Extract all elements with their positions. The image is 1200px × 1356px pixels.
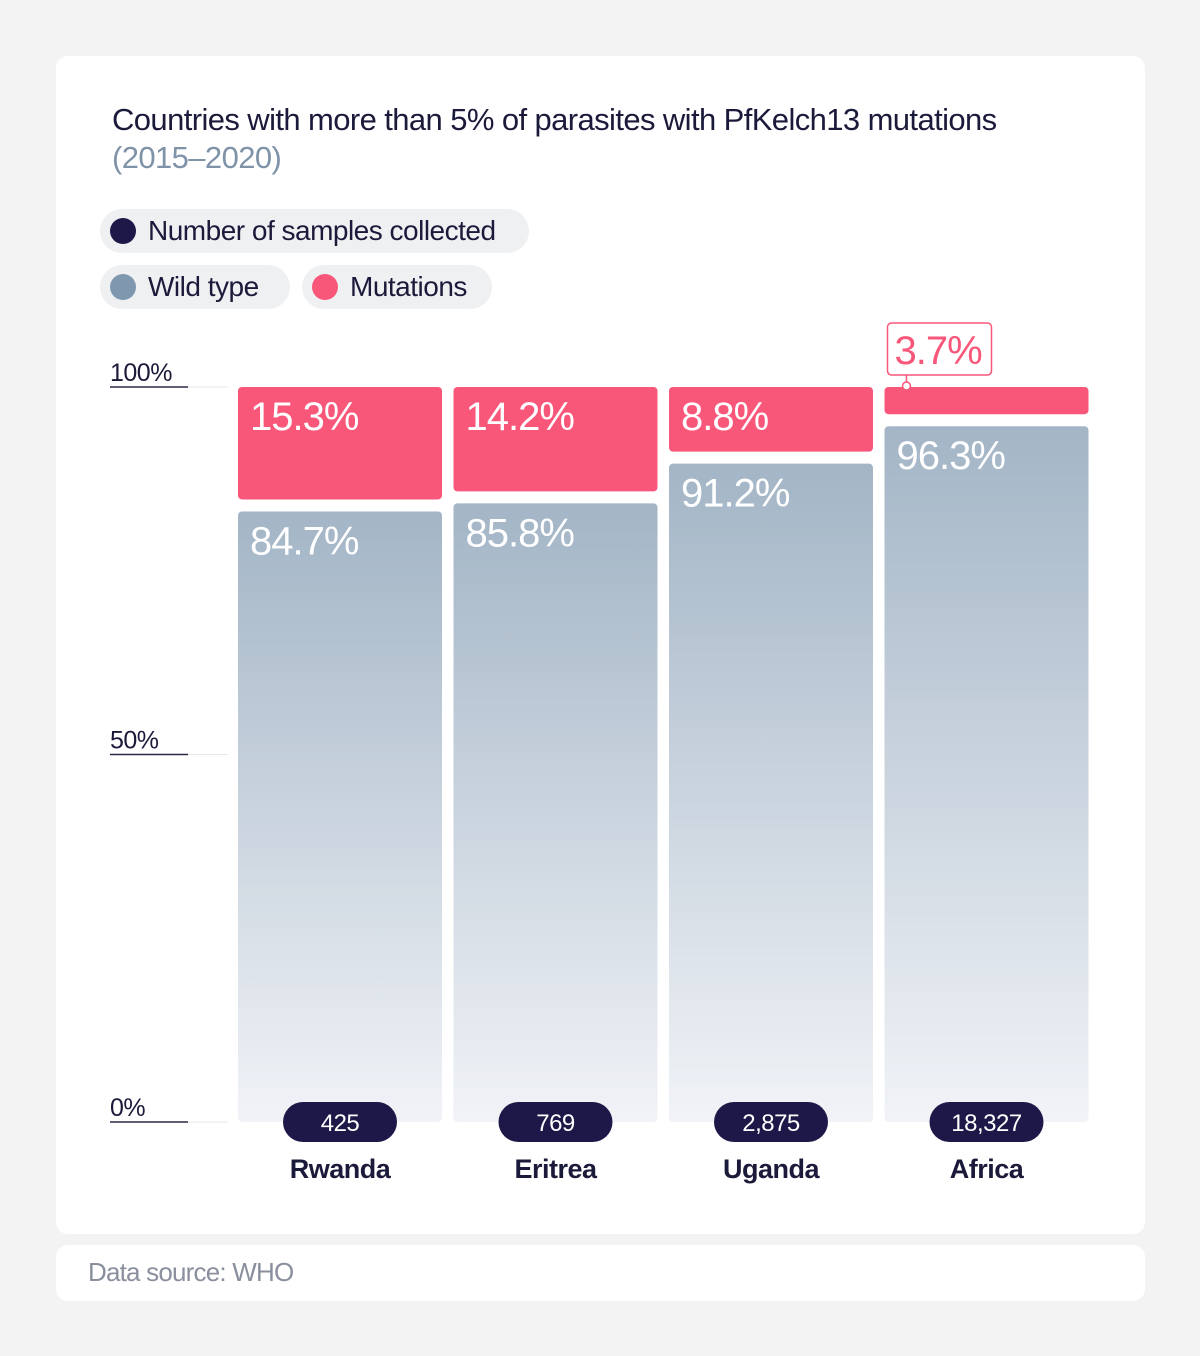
sample-count-label: 18,327 bbox=[951, 1110, 1022, 1137]
wild-type-bar bbox=[669, 463, 873, 1122]
category-label: Uganda bbox=[723, 1154, 820, 1184]
sample-count-badge bbox=[929, 1102, 1044, 1142]
mutation-value-label: 14.2% bbox=[466, 395, 575, 439]
chart-subtitle: (2015–2020) bbox=[112, 140, 282, 175]
y-tick-label: 50% bbox=[110, 727, 159, 755]
footer: Data source: WHO bbox=[56, 1245, 1145, 1301]
mutation-value-label: 3.7% bbox=[895, 329, 983, 373]
mutation-bar bbox=[238, 387, 442, 500]
category-label: Africa bbox=[950, 1154, 1025, 1184]
sample-count-label: 769 bbox=[536, 1110, 575, 1137]
callout-box bbox=[886, 322, 993, 376]
wild-type-value-label: 84.7% bbox=[250, 519, 359, 563]
sample-count-badge bbox=[283, 1102, 397, 1142]
wild-type-value-label: 85.8% bbox=[466, 511, 575, 555]
y-tick-label: 0% bbox=[110, 1094, 145, 1122]
mutation-bar bbox=[453, 387, 658, 492]
wild-type-bar bbox=[238, 511, 442, 1123]
legend-item-wild-type: Wild type bbox=[100, 265, 290, 309]
wild-type-dot-icon bbox=[110, 274, 136, 300]
samples-dot-icon bbox=[110, 218, 136, 244]
legend-label-wild-type: Wild type bbox=[148, 271, 259, 302]
mutations-dot-icon bbox=[312, 274, 338, 300]
data-source: Data source: WHO bbox=[88, 1257, 294, 1287]
y-tick-label: 100% bbox=[110, 359, 172, 387]
sample-count-label: 2,875 bbox=[742, 1110, 800, 1137]
chart-title: Countries with more than 5% of parasites… bbox=[112, 102, 997, 137]
legend-item-mutations: Mutations bbox=[302, 265, 492, 309]
mutation-bar bbox=[669, 387, 873, 452]
wild-type-bar bbox=[453, 503, 658, 1122]
sample-count-label: 425 bbox=[321, 1110, 360, 1137]
wild-type-value-label: 96.3% bbox=[897, 434, 1006, 478]
sample-count-badge bbox=[498, 1102, 613, 1142]
wild-type-bar bbox=[884, 426, 1089, 1122]
mutation-bar bbox=[884, 387, 1089, 415]
legend-label-samples: Number of samples collected bbox=[148, 215, 496, 246]
legend-label-mutations: Mutations bbox=[350, 271, 467, 302]
category-label: Eritrea bbox=[514, 1154, 598, 1184]
wild-type-value-label: 91.2% bbox=[681, 472, 790, 516]
callout-dot-icon bbox=[901, 381, 912, 391]
category-label: Rwanda bbox=[290, 1154, 392, 1184]
mutation-value-label: 15.3% bbox=[250, 395, 359, 439]
sample-count-badge bbox=[714, 1102, 828, 1142]
legend-item-samples: Number of samples collected bbox=[100, 209, 529, 253]
mutation-value-label: 8.8% bbox=[681, 395, 769, 439]
